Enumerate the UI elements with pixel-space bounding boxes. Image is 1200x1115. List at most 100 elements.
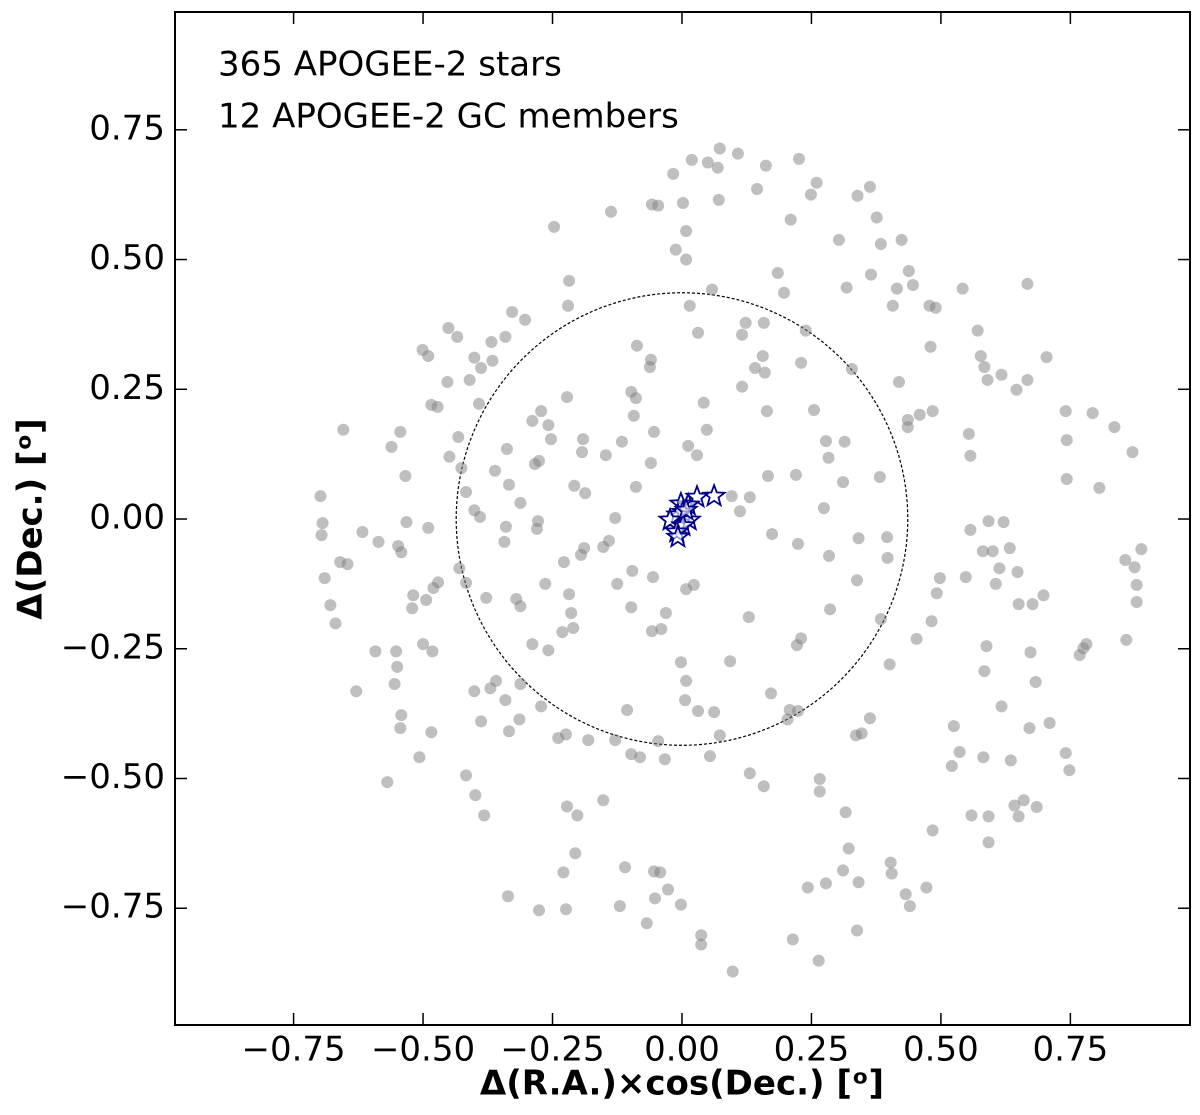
y-tick-label: 0.00 [89,498,165,538]
y-tick-label: −0.25 [61,627,165,667]
star-point [394,722,407,735]
star-point [1093,481,1106,494]
star-point [680,583,693,596]
star-point [890,282,903,295]
star-point [683,299,696,312]
star-point [324,599,337,612]
star-point [526,638,539,651]
star-point [757,316,770,329]
star-point [422,350,435,363]
star-point [499,694,512,707]
star-point [475,362,488,375]
star-point [758,366,771,379]
star-point [542,419,555,432]
star-point [793,152,806,165]
star-point [468,351,481,364]
star-point [625,385,638,398]
star-point [881,551,894,564]
star-point [959,571,972,584]
star-point [823,549,836,562]
star-point [886,299,899,312]
star-point [838,435,851,448]
star-point [945,760,958,773]
star-point [563,588,576,601]
star-point [1017,794,1030,807]
star-point [621,703,634,716]
star-point [567,621,580,634]
star-point [463,373,476,386]
star-point [1063,764,1076,777]
star-point [929,301,942,314]
star-point [1128,561,1141,574]
y-tick-label: −0.50 [61,757,165,797]
star-point [460,576,473,589]
star-point [743,491,756,504]
star-point [426,645,439,658]
star-point [460,486,473,499]
star-point [503,478,516,491]
star-point [356,525,369,538]
star-point [318,572,331,585]
star-point [611,577,624,590]
star-point [813,785,826,798]
star-point [400,516,413,529]
star-point [658,753,671,766]
star-point [652,735,665,748]
star-point [962,427,975,440]
star-point [460,769,473,782]
star-point [634,751,647,764]
star-point [1119,554,1132,567]
star-point [498,535,511,548]
star-point [571,809,584,822]
star-point [334,556,347,569]
star-point [692,705,705,718]
star-point [562,299,575,312]
y-tick-label: 0.75 [89,108,165,148]
star-point [548,220,561,233]
star-point [855,727,868,740]
star-point [692,326,705,339]
star-point [995,368,1008,381]
star-point [965,809,978,822]
star-point [1130,596,1143,609]
star-point [986,545,999,558]
star-point [926,405,939,418]
star-point [817,502,830,515]
star-point [425,726,438,739]
star-point [974,350,987,363]
star-point [892,376,905,389]
star-point [369,645,382,658]
star-point [557,866,570,879]
star-point [808,404,821,417]
star-point [569,847,582,860]
star-point [626,564,639,577]
star-point [695,929,708,942]
star-point [913,408,926,421]
star-point [1080,638,1093,651]
star-point [685,153,698,166]
star-point [579,487,592,500]
star-point [784,213,797,226]
star-point [1120,633,1133,646]
star-point [565,606,578,619]
y-tick-label: 0.25 [89,368,165,408]
star-point [700,423,713,436]
star-point [837,864,850,877]
star-point [789,468,802,481]
star-point [978,665,991,678]
star-point [427,582,440,595]
star-point [337,423,350,436]
legend-label: 365 APOGEE-2 stars [218,45,562,85]
star-point [756,350,769,363]
star-point [619,861,632,874]
star-point [1059,747,1072,760]
star-point [778,286,790,299]
star-point [1040,351,1053,364]
star-point [801,881,814,894]
x-tick-label: 0.75 [1033,1030,1109,1070]
star-point [995,700,1008,713]
star-point [757,780,770,793]
star-point [1043,716,1056,729]
star-point [781,713,794,726]
